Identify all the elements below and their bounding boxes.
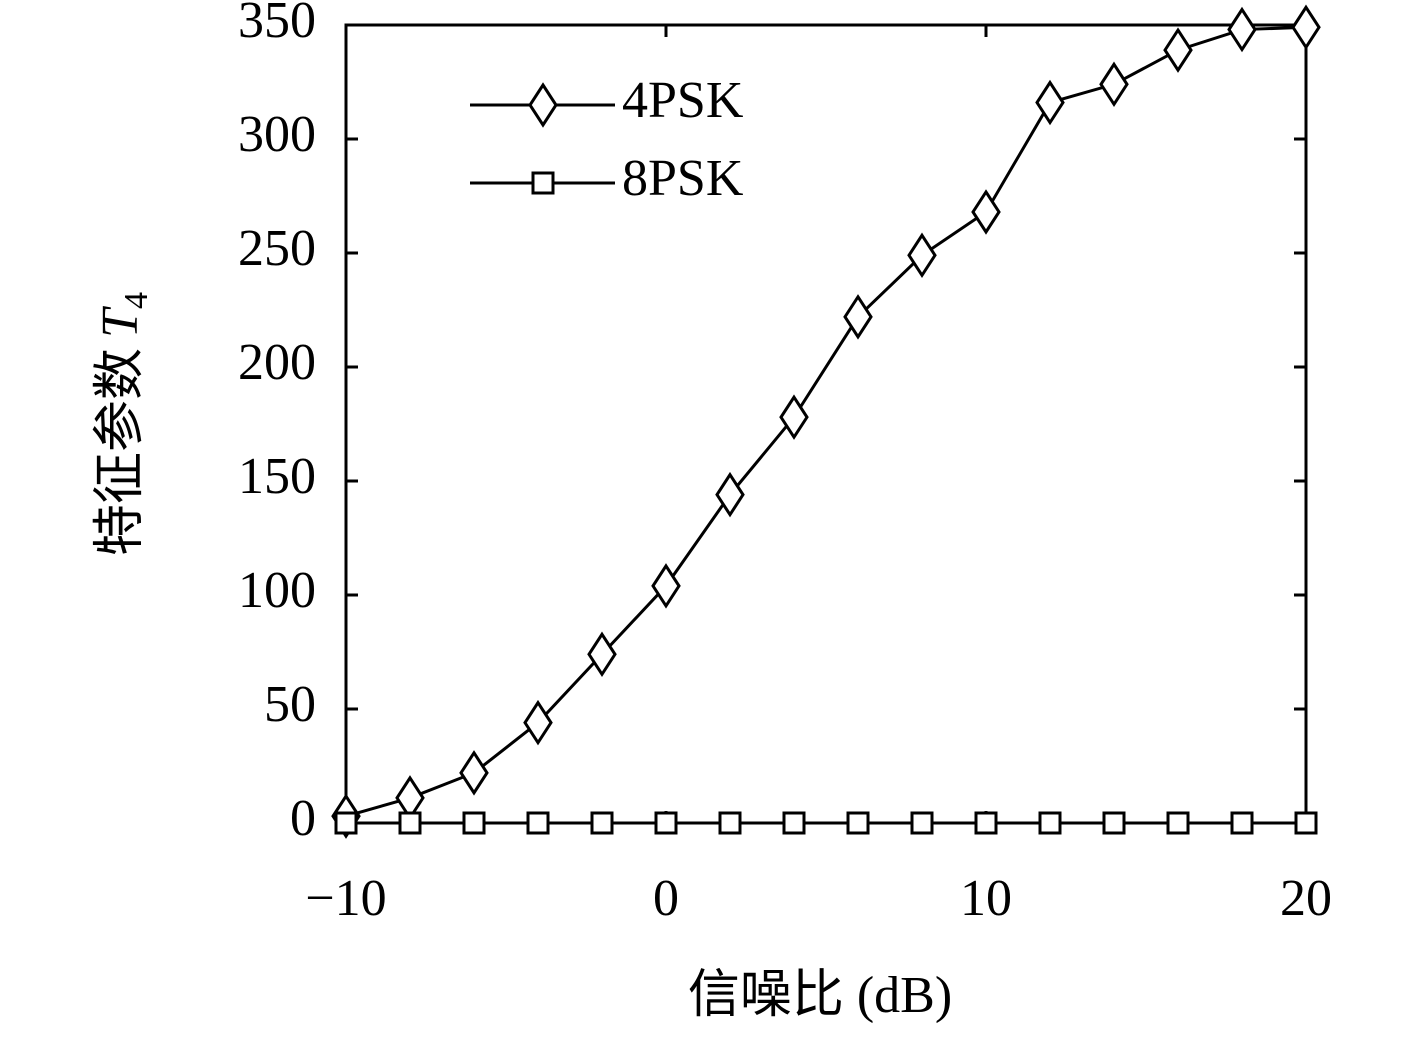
legend-label: 8PSK: [622, 150, 744, 207]
x-tick-label: 10: [960, 870, 1012, 927]
y-tick-label: 0: [290, 790, 316, 847]
data-point: [1166, 811, 1190, 835]
x-tick-label: −10: [305, 870, 386, 927]
y-axis-label-symbol: T: [92, 306, 149, 338]
data-point: [1227, 6, 1257, 53]
data-point: [1291, 4, 1321, 51]
data-point: [459, 750, 489, 796]
data-point: [910, 811, 934, 835]
y-tick-label: 250: [238, 220, 316, 277]
data-point: [971, 189, 1001, 235]
y-tick-label: 200: [238, 334, 316, 391]
y-tick-label: 100: [238, 562, 316, 619]
data-point: [1099, 61, 1129, 108]
data-point: [523, 699, 553, 746]
data-point: [590, 811, 614, 835]
y-axis-label-group: 特征参数 T4: [92, 292, 155, 556]
data-point: [779, 394, 809, 440]
legend-marker: [528, 82, 558, 128]
legend-marker: [531, 171, 555, 195]
data-point: [651, 563, 681, 609]
y-axis-label: 特征参数 T4: [92, 292, 155, 556]
data-point: [587, 631, 617, 678]
y-tick-label: 350: [238, 0, 316, 49]
data-point: [907, 232, 937, 279]
y-tick-label: 150: [238, 448, 316, 505]
data-point: [715, 471, 745, 518]
y-tick-label: 300: [238, 106, 316, 163]
data-point: [1038, 811, 1062, 835]
y-axis-label-text: 特征参数: [92, 348, 149, 556]
series-line: [345, 25, 1307, 818]
x-axis-label: 信噪比 (dB): [688, 967, 952, 1024]
data-point: [1035, 79, 1065, 126]
data-point: [1163, 27, 1193, 73]
data-point: [334, 811, 358, 835]
data-point: [1230, 811, 1254, 835]
data-point: [974, 811, 998, 835]
data-point: [654, 811, 678, 835]
y-tick-label: 50: [264, 676, 316, 733]
data-point: [718, 811, 742, 835]
data-point: [398, 811, 422, 835]
data-point: [1102, 811, 1126, 835]
data-point: [1294, 811, 1318, 835]
x-tick-label: 20: [1280, 870, 1332, 927]
data-point: [526, 811, 550, 835]
plot-frame: [344, 23, 1308, 825]
y-axis-label-subscript: 4: [118, 292, 155, 309]
data-point: [843, 294, 873, 340]
data-point: [462, 811, 486, 835]
data-point: [846, 811, 870, 835]
data-point: [782, 811, 806, 835]
x-tick-label: 0: [653, 870, 679, 927]
legend-label: 4PSK: [622, 72, 744, 129]
